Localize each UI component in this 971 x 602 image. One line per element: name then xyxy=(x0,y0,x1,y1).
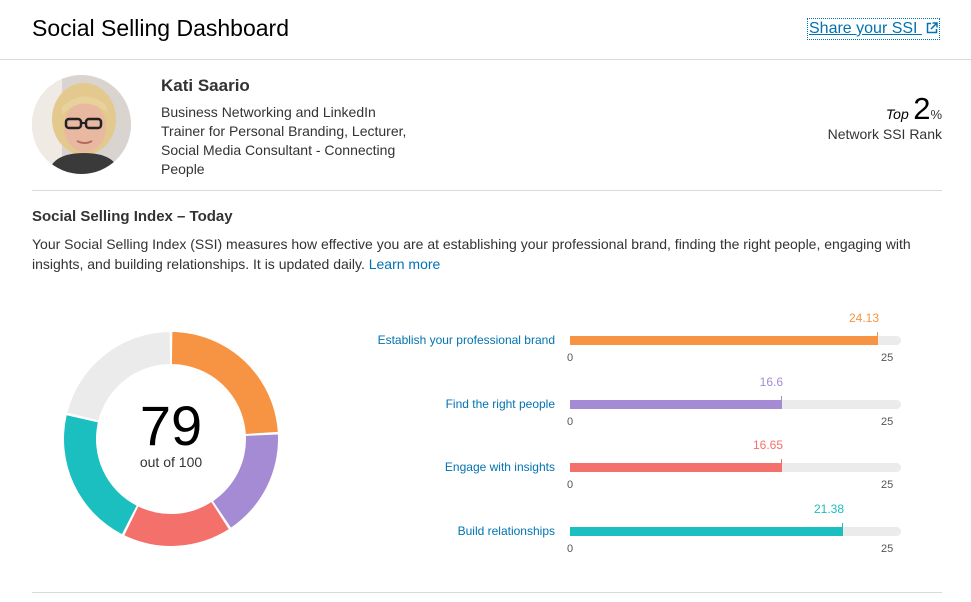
avatar[interactable] xyxy=(32,75,131,174)
share-ssi-label: Share your SSI xyxy=(809,20,918,37)
metric-insights-label[interactable]: Engage with insights xyxy=(444,460,555,474)
rank-unit: % xyxy=(930,107,942,122)
donut-segment-insights xyxy=(124,502,229,546)
metric-insights-value: 16.65 xyxy=(752,438,783,452)
ssi-donut-chart xyxy=(64,332,278,546)
metric-people-value: 16.6 xyxy=(759,375,783,389)
metric-relationships-bar xyxy=(570,523,843,536)
metric-people-track: 16.6 xyxy=(570,375,901,409)
donut-segment-relationships xyxy=(64,415,137,535)
metric-insights-bar xyxy=(570,459,782,472)
profile-headline: Business Networking and LinkedIn Trainer… xyxy=(161,104,407,177)
metric-insights-marker xyxy=(781,459,782,472)
metric-brand-track: 24.13 xyxy=(570,311,901,345)
dashboard-header: Social Selling Dashboard Share your SSI xyxy=(0,0,971,60)
metric-brand-row: Establish your professional brand 24.13 0 2… xyxy=(0,311,971,397)
metric-brand-marker xyxy=(877,332,878,345)
network-rank: Top 2% Network SSI Rank xyxy=(812,93,942,142)
section-divider xyxy=(32,592,942,593)
metric-people-axis-max: 25 xyxy=(881,416,894,428)
external-link-icon xyxy=(926,22,938,34)
rank-label: Network SSI Rank xyxy=(827,126,942,142)
metric-relationships-axis-min: 0 xyxy=(567,543,574,555)
ssi-section-title: Social Selling Index – Today xyxy=(32,208,233,225)
profile-card: Kati Saario Business Networking and Link… xyxy=(32,61,942,191)
metric-relationships-row: Build relationships 21.38 0 25 xyxy=(0,502,971,588)
metric-insights-track: 16.65 xyxy=(570,438,901,472)
metric-relationships-track: 21.38 xyxy=(570,502,901,536)
metric-relationships-marker xyxy=(842,523,843,536)
metric-brand-label[interactable]: Establish your professional brand xyxy=(377,333,555,347)
metric-people-marker xyxy=(781,396,782,409)
metric-brand-bar xyxy=(570,332,878,345)
metric-brand-axis-max: 25 xyxy=(881,352,894,364)
donut-segment-brand xyxy=(171,332,278,434)
metric-relationships-value: 21.38 xyxy=(813,502,844,516)
donut-segment-remaining xyxy=(67,332,171,421)
metric-brand-axis-min: 0 xyxy=(567,352,574,364)
metric-insights-row: Engage with insights 16.65 0 25 xyxy=(0,438,971,524)
page-title: Social Selling Dashboard xyxy=(32,15,289,41)
metric-people-label[interactable]: Find the right people xyxy=(445,397,555,411)
donut-segment-people xyxy=(213,434,278,528)
ssi-description-text: Your Social Selling Index (SSI) measures… xyxy=(32,236,911,272)
metric-insights-axis-max: 25 xyxy=(881,479,894,491)
share-ssi-link[interactable]: Share your SSI xyxy=(807,18,940,40)
rank-value: 2 xyxy=(913,91,931,126)
ssi-description: Your Social Selling Index (SSI) measures… xyxy=(32,235,932,274)
avatar-portrait xyxy=(32,75,131,174)
metric-insights-axis-min: 0 xyxy=(567,479,574,491)
metric-people-axis-min: 0 xyxy=(567,416,574,428)
ssi-score-subtitle: out of 100 xyxy=(139,454,203,470)
ssi-score: 79 xyxy=(139,394,203,457)
profile-name[interactable]: Kati Saario xyxy=(161,76,250,95)
metric-relationships-axis-max: 25 xyxy=(881,543,894,555)
metric-people-row: Find the right people 16.6 0 25 xyxy=(0,375,971,461)
metric-relationships-label[interactable]: Build relationships xyxy=(457,524,555,538)
rank-prefix: Top xyxy=(885,106,909,122)
metric-people-bar xyxy=(570,396,782,409)
metric-brand-value: 24.13 xyxy=(848,311,879,325)
learn-more-link[interactable]: Learn more xyxy=(368,255,441,272)
